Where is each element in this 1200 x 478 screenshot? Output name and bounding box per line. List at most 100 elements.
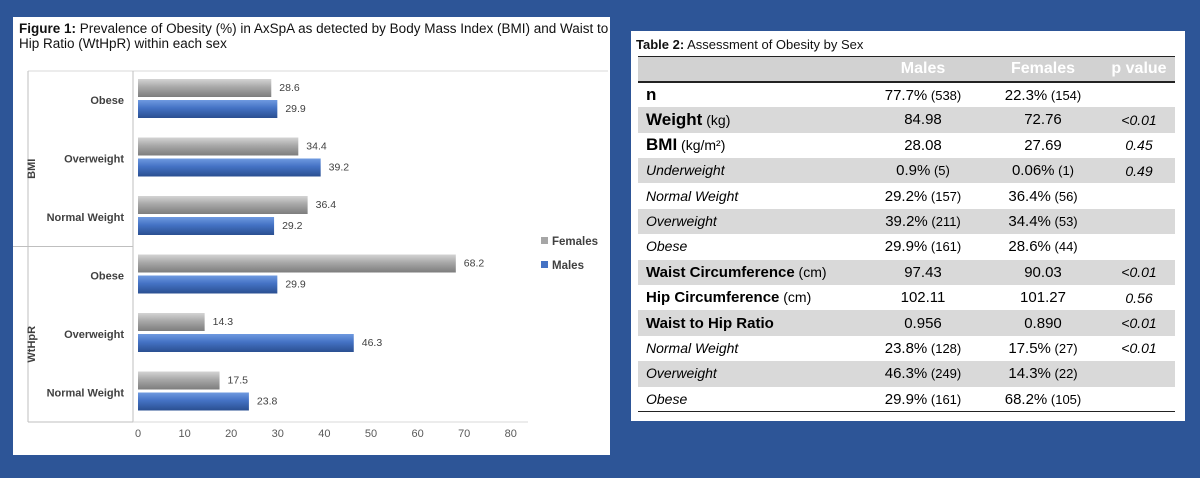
legend-label-females: Females bbox=[552, 236, 598, 248]
females-cell: 36.4% (56) bbox=[983, 183, 1103, 208]
females-value: 34.4% bbox=[1008, 213, 1051, 231]
table-row: Obese 29.9% (161) 28.6% (44) bbox=[638, 234, 1175, 259]
males-count: (5) bbox=[930, 163, 950, 179]
bar-females bbox=[138, 137, 299, 156]
category-label: Obese bbox=[90, 271, 124, 283]
category-label: Overweight bbox=[64, 329, 124, 341]
bar-females bbox=[138, 254, 456, 273]
p-value-cell bbox=[1103, 209, 1175, 234]
males-cell: 84.98 bbox=[863, 107, 983, 132]
females-value: 0.890 bbox=[1024, 314, 1062, 332]
data-label-females: 17.5 bbox=[228, 375, 249, 387]
category-label: Overweight bbox=[64, 154, 124, 166]
females-value: 90.03 bbox=[1024, 263, 1062, 281]
row-label: Obese bbox=[646, 390, 688, 407]
females-count: (44) bbox=[1050, 239, 1078, 255]
males-count: (161) bbox=[927, 239, 962, 255]
row-label-cell: Waist Circumference (cm) bbox=[638, 260, 863, 285]
legend-swatch-females bbox=[541, 237, 548, 244]
row-label: Obese bbox=[646, 238, 688, 255]
males-value: 29.9% bbox=[884, 238, 928, 256]
p-value-cell: 0.45 bbox=[1125, 137, 1153, 154]
females-count: (56) bbox=[1050, 188, 1078, 204]
males-cell: 23.8% (128) bbox=[863, 336, 983, 361]
males-value: 46.3% bbox=[884, 365, 928, 383]
obesity-table: Males Females p value n 77.7% (538) 22.3% … bbox=[638, 56, 1175, 412]
females-count: (105) bbox=[1047, 391, 1082, 407]
p-value-cell bbox=[1103, 387, 1175, 412]
table-title-bold: Table 2: bbox=[636, 37, 685, 52]
males-cell: 102.11 bbox=[863, 285, 983, 310]
table-row: Weight (kg) 84.98 72.76 <0.01 bbox=[638, 107, 1175, 133]
row-label-cell: Normal Weight bbox=[638, 183, 863, 208]
row-label-cell: Obese bbox=[638, 234, 863, 259]
figure-title-text: Prevalence of Obesity (%) in AxSpA as de… bbox=[19, 21, 609, 51]
table-row: Waist Circumference (cm) 97.43 90.03 <0.01 bbox=[638, 259, 1175, 286]
females-cell: 68.2% (105) bbox=[983, 387, 1103, 412]
males-cell: 97.43 bbox=[863, 260, 983, 285]
males-count: (249) bbox=[927, 366, 962, 382]
header-blank bbox=[638, 57, 863, 82]
row-label: Overweight bbox=[646, 365, 717, 382]
x-tick-label: 40 bbox=[318, 428, 330, 440]
males-cell: 0.956 bbox=[863, 310, 983, 335]
legend-swatch-males bbox=[541, 261, 548, 268]
males-cell: 29.9% (161) bbox=[863, 387, 983, 412]
figure-title-bold: Figure 1: bbox=[19, 21, 77, 36]
females-count: (27) bbox=[1050, 340, 1078, 356]
table-panel: Table 2: Assessment of Obesity by Sex Ma… bbox=[631, 31, 1185, 421]
females-cell: 0.06% (1) bbox=[983, 158, 1103, 183]
males-cell: 39.2% (211) bbox=[863, 209, 983, 234]
bar-females bbox=[138, 79, 272, 97]
females-count: (53) bbox=[1050, 214, 1078, 230]
females-count: (22) bbox=[1050, 366, 1078, 382]
row-label: Hip Circumference bbox=[646, 289, 780, 307]
females-value: 72.76 bbox=[1024, 111, 1062, 129]
table-row: Underweight 0.9% (5) 0.06% (1) 0.49 bbox=[638, 158, 1175, 184]
x-tick-label: 30 bbox=[272, 428, 284, 440]
p-value-cell bbox=[1103, 361, 1175, 386]
males-value: 29.2% bbox=[884, 187, 928, 205]
females-value: 27.69 bbox=[1024, 136, 1062, 154]
row-unit: (cm) bbox=[779, 289, 812, 306]
bar-males bbox=[138, 217, 275, 235]
males-count: (211) bbox=[927, 214, 961, 230]
males-count: (128) bbox=[927, 340, 962, 356]
data-label-males: 39.2 bbox=[329, 162, 350, 174]
row-label-cell: Overweight bbox=[638, 209, 863, 234]
females-cell: 14.3% (22) bbox=[983, 361, 1103, 386]
females-value: 68.2% bbox=[1004, 390, 1048, 408]
data-label-females: 34.4 bbox=[306, 141, 327, 153]
males-cell: 46.3% (249) bbox=[863, 361, 983, 386]
row-label: Weight bbox=[646, 109, 703, 129]
p-value-cell bbox=[1103, 183, 1175, 208]
table-header-row: Males Females p value bbox=[638, 56, 1175, 82]
category-label: Obese bbox=[90, 95, 124, 107]
row-unit: (kg/m²) bbox=[677, 137, 726, 154]
males-value: 0.9% bbox=[896, 162, 931, 180]
data-label-males: 46.3 bbox=[362, 337, 383, 349]
table-row: Normal Weight 29.2% (157) 36.4% (56) bbox=[638, 183, 1175, 208]
males-count: (157) bbox=[927, 188, 962, 204]
males-value: 29.9% bbox=[884, 390, 928, 408]
table-row: Obese 29.9% (161) 68.2% (105) bbox=[638, 387, 1175, 412]
table-row: Waist to Hip Ratio 0.956 0.890 <0.01 bbox=[638, 310, 1175, 336]
p-value-cell bbox=[1103, 234, 1175, 259]
x-tick-label: 60 bbox=[411, 428, 423, 440]
table-row: Overweight 46.3% (249) 14.3% (22) bbox=[638, 361, 1175, 387]
females-value: 36.4% bbox=[1008, 187, 1051, 205]
row-label-cell: n bbox=[638, 82, 863, 107]
p-value-cell: <0.01 bbox=[1121, 111, 1157, 128]
males-count: (538) bbox=[927, 87, 962, 103]
females-count: (1) bbox=[1054, 163, 1075, 179]
males-value: 84.98 bbox=[904, 111, 942, 129]
bar-females bbox=[138, 371, 220, 390]
females-cell: 0.890 bbox=[983, 310, 1103, 335]
males-value: 102.11 bbox=[900, 289, 946, 307]
figure-panel: Figure 1: Prevalence of Obesity (%) in A… bbox=[13, 17, 610, 455]
bar-females bbox=[138, 313, 205, 331]
females-value: 101.27 bbox=[1020, 289, 1066, 307]
females-cell: 22.3% (154) bbox=[983, 82, 1103, 107]
row-label-cell: Normal Weight bbox=[638, 336, 863, 361]
category-label: Normal Weight bbox=[47, 388, 125, 400]
